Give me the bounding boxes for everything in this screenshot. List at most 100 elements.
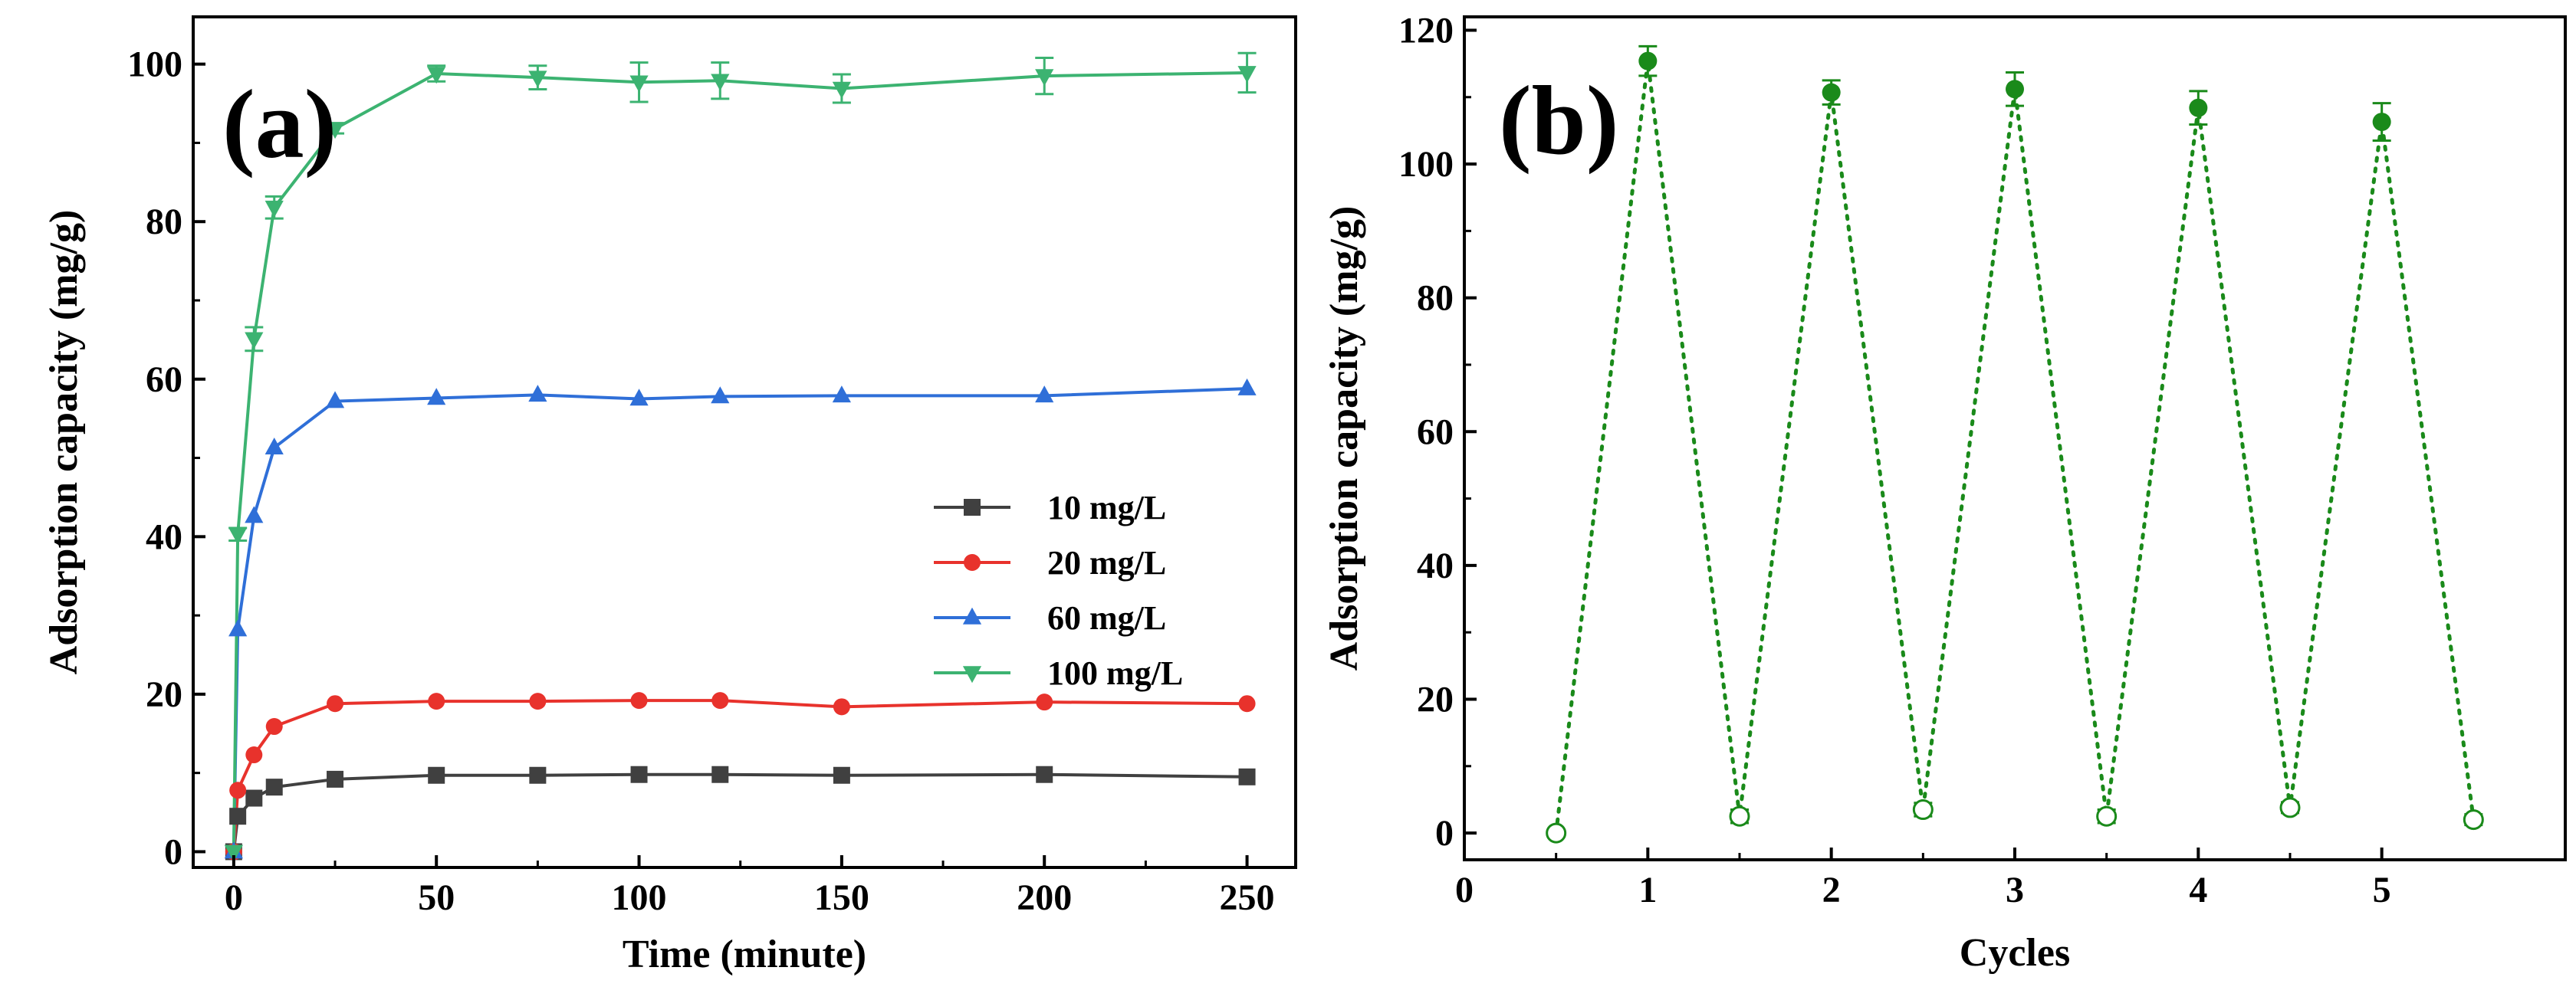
data-point [529,766,547,784]
legend-a: 10 mg/L 20 mg/L 60 mg/L 100 mg/L [934,489,1183,692]
x-tick-label: 200 [1017,877,1072,918]
data-point [265,718,283,736]
data-point [2096,805,2118,827]
data-point [711,386,730,404]
axis-ticks-b: 0 1 2 3 4 5 0 20 40 60 80 100 120 [1398,10,2391,910]
x-tick-label: 1 [1638,870,1657,910]
x-tick-label: 100 [612,877,667,918]
data-point [265,779,283,796]
x-tick-label: 0 [1455,870,1474,910]
data-point [1912,799,1934,821]
data-point [528,70,547,88]
legend-label: 100 mg/L [1047,654,1183,692]
data-point [1546,822,1567,844]
y-tick-label: 60 [146,359,182,400]
data-point [325,122,345,139]
data-point [1036,766,1053,783]
data-point [832,385,851,403]
axis-ticks-a: 0 50 100 150 200 250 0 20 40 60 80 100 [127,44,1275,918]
data-point [711,766,729,783]
data-point [711,74,730,91]
series-layer-b [1546,44,2484,844]
legend-label: 10 mg/L [1047,489,1166,526]
y-tick-label: 0 [1435,813,1454,854]
series-line [232,387,1247,852]
data-point [1036,694,1053,711]
y-axis-label-b: Adsorption capacity (mg/g) [1322,206,1366,671]
chart-panel-a: 0 50 100 150 200 250 0 20 40 60 80 100 (a) Time (mi… [42,15,1297,976]
legend-label: 60 mg/L [1047,599,1166,637]
y-tick-label: 80 [146,202,182,242]
plot-frame-a [192,15,1297,869]
data-point [528,385,547,402]
data-point [428,766,445,784]
data-point [428,693,445,710]
data-point [245,506,264,523]
series-line [232,70,1247,852]
data-point [228,619,248,637]
y-axis-label-a: Adsorption capacity (mg/g) [42,210,86,675]
x-tick-label: 3 [2006,870,2024,910]
data-point [327,695,344,713]
data-point [1638,51,1658,70]
data-point [427,67,446,84]
y-tick-label: 20 [1417,679,1454,720]
legend-marker [962,666,982,684]
plot-frame-b [1463,15,2567,861]
y-tick-label: 120 [1398,10,1454,51]
y-tick-label: 0 [164,831,182,872]
data-point [245,789,263,807]
data-point [427,388,446,405]
data-point [2006,80,2024,99]
data-point [325,391,345,408]
data-point [229,782,247,799]
x-tick-label: 50 [418,877,455,918]
legend-marker [964,499,981,516]
legend-marker [962,607,982,625]
y-tick-label: 20 [146,674,182,715]
data-point [264,437,284,454]
data-point [1238,768,1256,785]
data-point [2463,809,2484,831]
data-point [224,844,243,862]
chart-panel-b: 0 1 2 3 4 5 0 20 40 60 80 100 120 (b) Cycles Adsorpt… [1322,10,2567,975]
panel-label-b: (b) [1499,66,1618,175]
data-point [629,389,649,406]
x-tick-label: 5 [2373,870,2391,910]
legend-label: 20 mg/L [1047,544,1166,582]
data-point [1729,805,1750,827]
data-point [832,81,851,99]
data-point [2372,113,2391,132]
data-point [630,766,648,783]
data-point [264,200,284,218]
series-line [232,772,1247,852]
y-tick-label: 40 [1417,546,1454,586]
x-tick-label: 150 [814,877,869,918]
data-point [1238,695,1256,713]
legend-marker [964,554,981,571]
x-tick-label: 250 [1220,877,1275,918]
data-point [2189,98,2208,117]
data-point [245,746,263,764]
data-point [228,527,248,545]
data-point [711,692,729,710]
data-point [327,770,344,788]
data-point [2279,797,2301,818]
data-point [229,808,247,825]
y-tick-label: 40 [146,516,182,557]
y-tick-label: 100 [127,44,182,85]
data-point [1237,66,1257,84]
y-tick-label: 80 [1417,278,1454,319]
x-tick-label: 2 [1822,870,1841,910]
data-point [629,75,649,93]
data-point [1035,385,1054,403]
data-point [1822,83,1841,102]
y-tick-label: 60 [1417,412,1454,452]
data-point [1035,69,1054,87]
series-layer-a [224,51,1257,862]
data-point [630,692,648,710]
x-axis-label-b: Cycles [1960,931,2070,975]
x-tick-label: 0 [225,877,243,918]
x-tick-label: 4 [2189,870,2207,910]
